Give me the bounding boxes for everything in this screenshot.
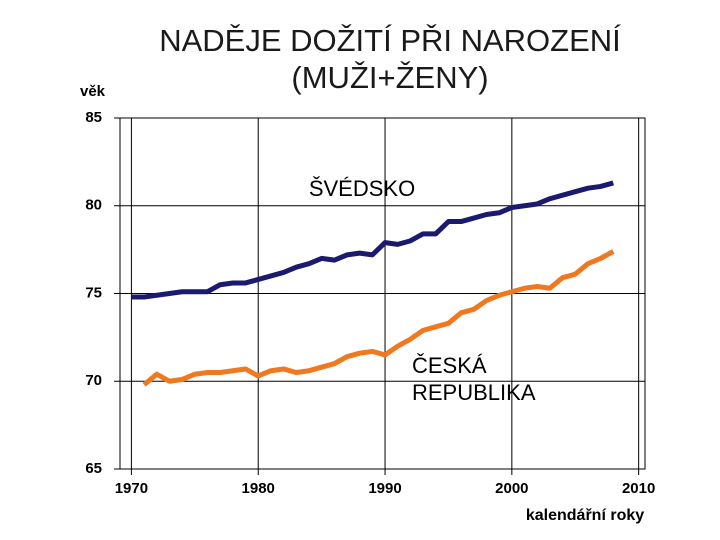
- y-tick-label: 65: [85, 460, 102, 477]
- x-axis-label: kalendářní roky: [526, 507, 644, 524]
- y-tick-label: 80: [85, 197, 102, 214]
- y-axis-label: věk: [80, 83, 106, 100]
- x-tick-label: 2000: [495, 480, 528, 497]
- x-tick-label: 1990: [368, 480, 401, 497]
- series-line: [131, 180, 614, 300]
- x-tick-label: 2010: [622, 480, 655, 497]
- chart-title: NADĚJE DOŽITÍ PŘI NAROZENÍ (MUŽI+ŽENY): [159, 23, 621, 95]
- y-tick-label: 70: [85, 372, 102, 389]
- series-label: ŠVÉDSKO: [309, 176, 415, 201]
- x-tick-label: 1980: [242, 480, 275, 497]
- x-tick-label: 1970: [115, 480, 148, 497]
- y-tick-label: 85: [85, 109, 102, 126]
- series-label: ČESKÁ REPUBLIKA: [412, 353, 536, 405]
- series-line: [142, 249, 615, 387]
- y-tick-label: 75: [85, 284, 102, 301]
- plot-frame: [119, 117, 646, 470]
